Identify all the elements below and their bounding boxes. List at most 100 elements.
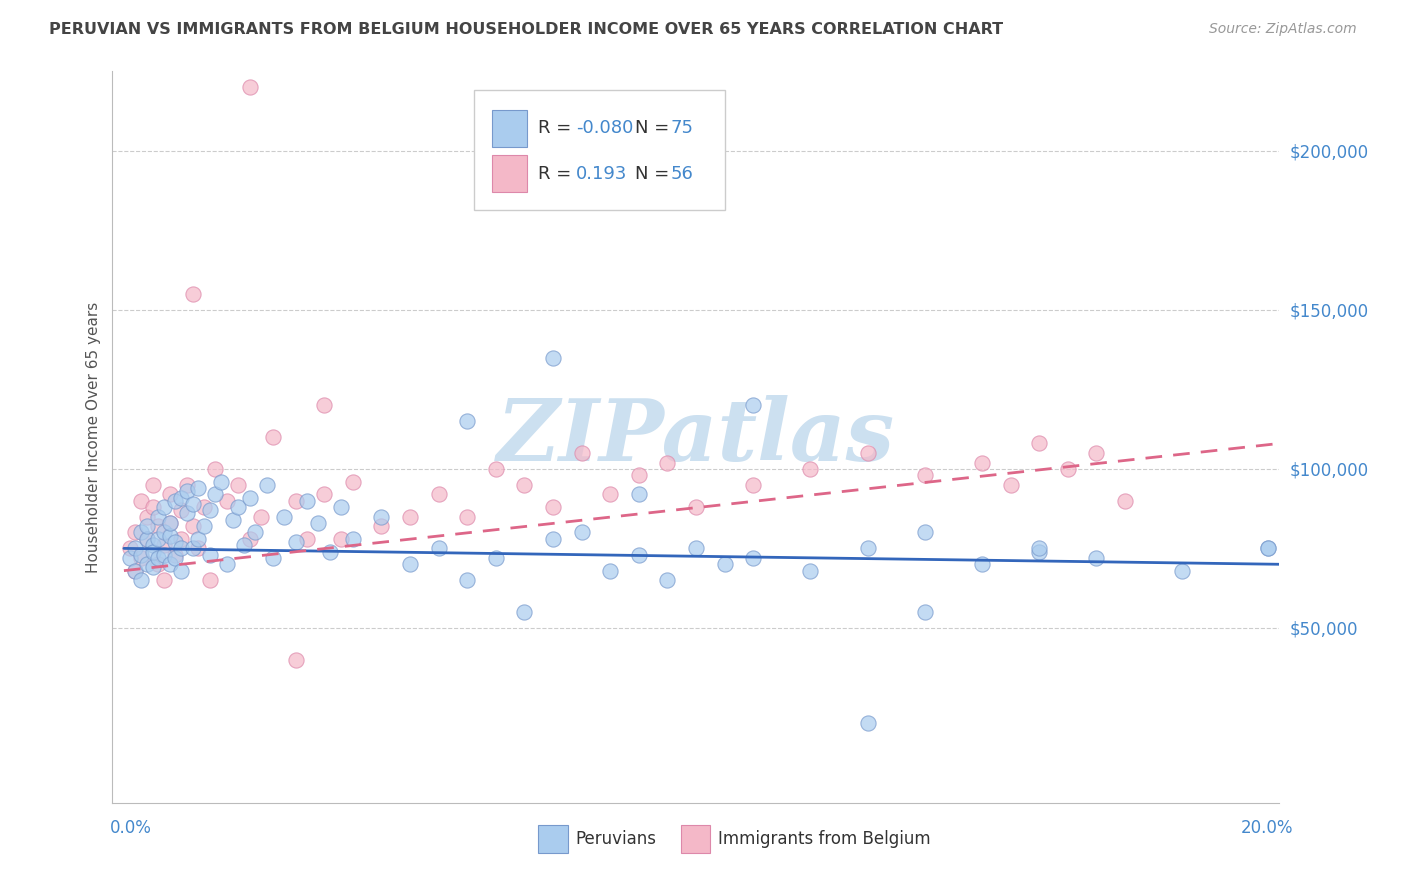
Point: [176, 507, 198, 521]
Point: [262, 550, 284, 565]
Point: [193, 500, 215, 514]
Point: [657, 456, 679, 470]
Point: [204, 462, 226, 476]
Point: [256, 477, 278, 491]
Point: [221, 513, 243, 527]
Point: [284, 653, 307, 667]
FancyBboxPatch shape: [538, 825, 568, 853]
Point: [799, 462, 821, 476]
Point: [153, 548, 176, 562]
Point: [170, 564, 193, 578]
Point: [209, 475, 232, 489]
Point: [856, 541, 879, 556]
Point: [129, 573, 152, 587]
Text: PERUVIAN VS IMMIGRANTS FROM BELGIUM HOUSEHOLDER INCOME OVER 65 YEARS CORRELATION: PERUVIAN VS IMMIGRANTS FROM BELGIUM HOUS…: [49, 22, 1004, 37]
Point: [129, 525, 152, 540]
Point: [342, 532, 364, 546]
Point: [129, 548, 152, 562]
Point: [135, 509, 157, 524]
Point: [295, 493, 318, 508]
Point: [571, 446, 593, 460]
Point: [273, 509, 295, 524]
Point: [148, 532, 170, 546]
Point: [198, 503, 221, 517]
Point: [141, 544, 163, 558]
Point: [198, 548, 221, 562]
Point: [124, 525, 146, 540]
Text: 0.193: 0.193: [576, 165, 627, 183]
Point: [159, 516, 181, 530]
Point: [284, 493, 307, 508]
Point: [141, 477, 163, 491]
Point: [456, 414, 478, 428]
Text: -0.080: -0.080: [576, 120, 633, 137]
Point: [153, 573, 176, 587]
Point: [181, 497, 204, 511]
Point: [165, 550, 187, 565]
FancyBboxPatch shape: [492, 110, 527, 146]
Text: Source: ZipAtlas.com: Source: ZipAtlas.com: [1209, 22, 1357, 37]
Text: R =: R =: [538, 120, 578, 137]
Point: [330, 532, 353, 546]
Text: 0.0%: 0.0%: [110, 819, 152, 837]
Point: [159, 516, 181, 530]
Point: [148, 509, 170, 524]
Point: [657, 573, 679, 587]
Point: [599, 564, 621, 578]
Point: [250, 509, 273, 524]
Point: [239, 532, 262, 546]
Point: [165, 548, 187, 562]
FancyBboxPatch shape: [474, 90, 725, 211]
Text: Immigrants from Belgium: Immigrants from Belgium: [718, 830, 931, 847]
Point: [165, 493, 187, 508]
Point: [187, 532, 209, 546]
Point: [159, 529, 181, 543]
Point: [713, 558, 735, 572]
Point: [1085, 446, 1108, 460]
Point: [1257, 541, 1279, 556]
Point: [742, 477, 765, 491]
Point: [856, 716, 879, 731]
Point: [141, 500, 163, 514]
Point: [370, 519, 392, 533]
Point: [141, 538, 163, 552]
Text: N =: N =: [636, 165, 675, 183]
FancyBboxPatch shape: [681, 825, 710, 853]
Point: [176, 484, 198, 499]
Text: R =: R =: [538, 165, 578, 183]
Point: [513, 605, 536, 619]
Point: [541, 351, 564, 365]
Point: [118, 550, 141, 565]
Point: [914, 468, 936, 483]
Text: 20.0%: 20.0%: [1241, 819, 1294, 837]
Point: [1056, 462, 1078, 476]
Point: [165, 535, 187, 549]
Point: [181, 287, 204, 301]
Point: [485, 550, 508, 565]
Point: [153, 500, 176, 514]
Point: [742, 550, 765, 565]
Point: [1171, 564, 1194, 578]
Point: [685, 541, 707, 556]
Point: [513, 477, 536, 491]
Point: [187, 481, 209, 495]
Point: [239, 491, 262, 505]
Point: [399, 509, 422, 524]
Point: [456, 573, 478, 587]
Point: [456, 509, 478, 524]
Point: [970, 456, 993, 470]
Point: [1085, 550, 1108, 565]
Point: [914, 605, 936, 619]
Point: [170, 503, 193, 517]
Point: [1114, 493, 1136, 508]
Point: [541, 500, 564, 514]
Point: [135, 558, 157, 572]
Point: [1028, 436, 1050, 450]
Point: [187, 541, 209, 556]
Point: [370, 509, 392, 524]
Point: [342, 475, 364, 489]
Point: [239, 80, 262, 95]
Point: [181, 519, 204, 533]
Point: [627, 548, 650, 562]
Point: [307, 516, 329, 530]
